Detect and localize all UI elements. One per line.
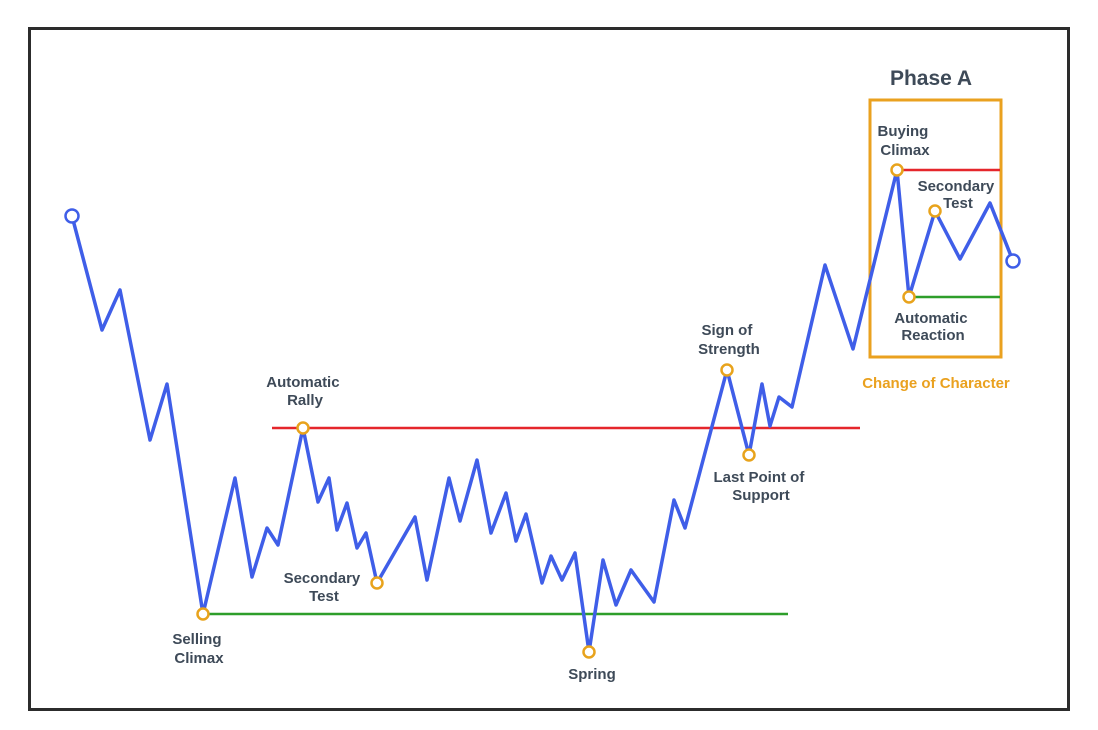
automatic-rally-label: Automatic Rally <box>266 374 344 409</box>
spring-marker <box>582 645 596 659</box>
spring-label: Spring <box>568 666 616 683</box>
diagram-frame <box>28 27 1070 711</box>
automatic-rally-marker <box>296 421 310 435</box>
sign-of-strength-marker <box>720 363 734 377</box>
end-point-marker <box>1005 253 1021 269</box>
last-point-of-support-label: Last Point of Support <box>714 469 809 504</box>
secondary-test-left-marker <box>370 576 384 590</box>
last-point-of-support-marker <box>742 448 756 462</box>
secondary-test-right-marker <box>928 204 942 218</box>
sign-of-strength-label: Sign of Strength <box>698 322 760 358</box>
phase-a-title: Phase A <box>890 67 972 90</box>
automatic-reaction-label: Automatic Reaction <box>894 310 972 344</box>
start-point-marker <box>64 208 80 224</box>
buying-climax-marker <box>890 163 904 177</box>
secondary-test-left-label: Secondary Test <box>284 570 365 605</box>
secondary-test-right-label: Secondary Test <box>918 178 999 212</box>
selling-climax-marker <box>196 607 210 621</box>
selling-climax-label: Selling Climax <box>172 631 225 667</box>
price-line <box>70 168 1015 654</box>
automatic-reaction-marker <box>902 290 916 304</box>
buying-climax-label: Buying Climax <box>877 123 932 159</box>
change-of-character-caption: Change of Character <box>862 375 1010 392</box>
